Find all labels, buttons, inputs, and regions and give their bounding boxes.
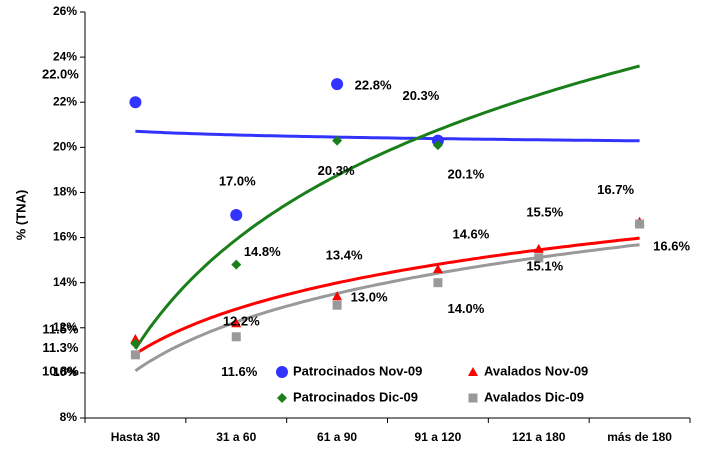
marker: [332, 135, 343, 146]
marker: [332, 291, 343, 301]
data-label: 13.4%: [326, 248, 363, 263]
marker: [231, 332, 241, 342]
data-label: 22.0%: [42, 67, 79, 82]
data-label: 15.1%: [526, 258, 563, 273]
y-tick-label: 12%: [53, 320, 77, 334]
data-label: 14.8%: [244, 244, 281, 259]
data-label: 22.8%: [355, 78, 392, 93]
data-label: 16.6%: [653, 238, 690, 253]
x-tick-label: 61 a 90: [317, 430, 357, 444]
data-label: 20.1%: [447, 167, 484, 182]
y-axis-label: % (TNA): [13, 190, 28, 241]
marker: [635, 219, 645, 229]
marker: [432, 264, 443, 274]
marker: [129, 96, 142, 109]
marker: [130, 338, 141, 349]
x-tick-label: 121 a 180: [512, 430, 566, 444]
data-label: 11.3%: [42, 340, 79, 355]
y-tick-label: 20%: [53, 140, 77, 154]
data-label: 14.0%: [447, 301, 484, 316]
marker: [331, 78, 344, 91]
marker: [130, 334, 141, 344]
marker: [332, 300, 342, 310]
trendline: [134, 236, 640, 356]
legend-marker: [276, 366, 288, 378]
y-tick-label: 26%: [53, 4, 77, 18]
x-tick-label: Hasta 30: [111, 430, 161, 444]
marker: [433, 278, 443, 288]
data-label: 20.3%: [318, 163, 355, 178]
data-label: 12.2%: [223, 314, 260, 329]
y-tick-label: 14%: [53, 275, 77, 289]
marker: [231, 318, 242, 328]
data-label: 13.0%: [351, 290, 388, 305]
data-label: 15.5%: [526, 204, 563, 219]
legend-label: Patrocinados Dic-09: [293, 389, 418, 404]
marker: [230, 209, 243, 221]
x-tick-label: más de 180: [607, 430, 672, 444]
legend-label: Avalados Dic-09: [484, 389, 584, 404]
y-tick-label: 8%: [60, 410, 78, 424]
legend-label: Avalados Nov-09: [484, 363, 588, 378]
x-tick-label: 31 a 60: [216, 430, 256, 444]
x-tick-label: 91 a 120: [415, 430, 462, 444]
marker: [533, 243, 544, 253]
marker: [130, 350, 140, 360]
legend-marker: [468, 393, 478, 403]
y-tick-label: 24%: [53, 49, 77, 63]
data-label: 10.8%: [42, 363, 79, 378]
data-label: 14.6%: [452, 227, 489, 242]
trendline: [134, 64, 640, 350]
trendline: [134, 243, 640, 372]
marker: [432, 140, 443, 151]
data-label: 11.5%: [42, 321, 79, 336]
y-tick-label: 18%: [53, 185, 77, 199]
legend-marker: [277, 393, 287, 403]
marker: [534, 253, 544, 263]
data-label: 17.0%: [219, 173, 256, 188]
data-label: 20.3%: [402, 88, 439, 103]
y-tick-label: 16%: [53, 230, 77, 244]
y-tick-label: 10%: [53, 365, 77, 379]
legend-label: Patrocinados Nov-09: [293, 363, 422, 378]
legend-marker: [468, 367, 478, 376]
data-label: 11.6%: [221, 364, 258, 379]
trendline: [135, 129, 640, 143]
y-tick-label: 22%: [53, 94, 77, 108]
marker: [231, 259, 242, 270]
data-label: 16.7%: [597, 182, 634, 197]
